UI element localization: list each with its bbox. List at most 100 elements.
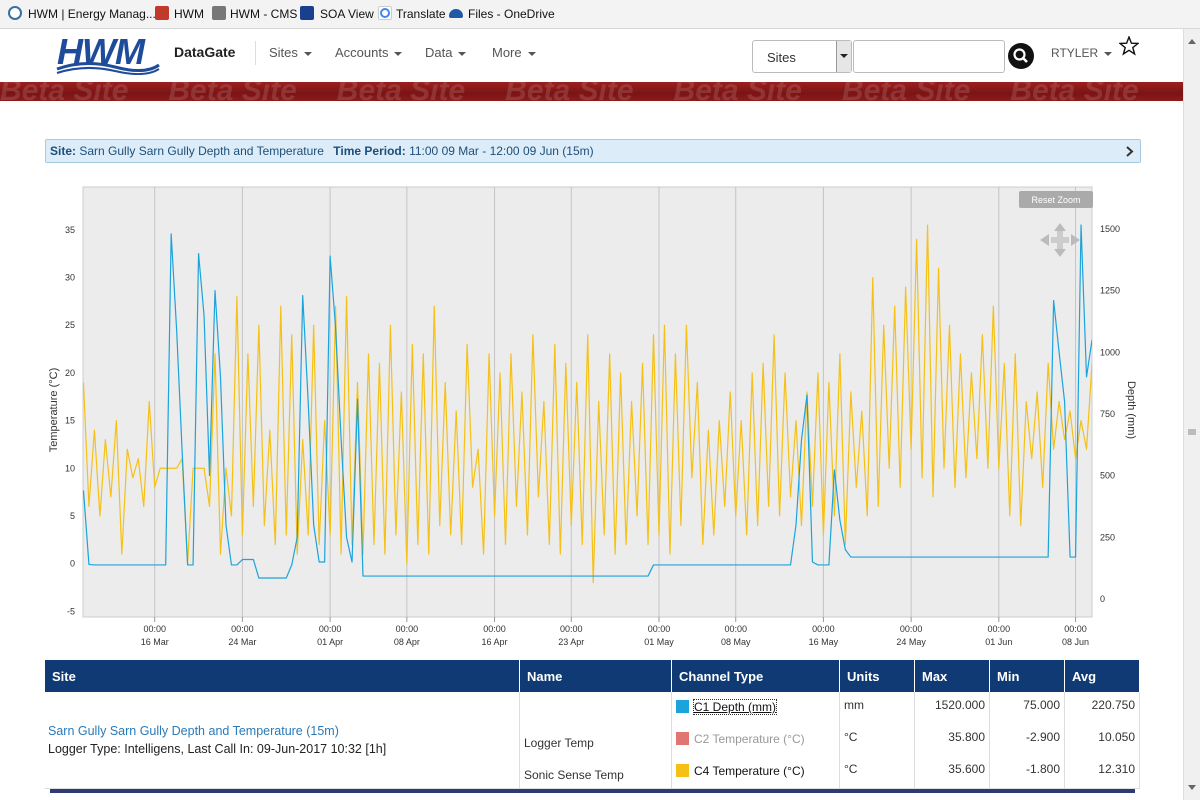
channel-label[interactable]: C1 Depth (mm) [692,699,778,715]
fav-icon [300,6,314,20]
name-cell: Sonic Sense Temp [519,756,672,789]
x-tick-label: 08 Apr [394,637,420,647]
x-tick-label: 08 Jun [1062,637,1089,647]
banner-watermark: Beta Site [841,82,971,101]
scroll-up[interactable] [1187,37,1197,45]
y-tick-label: 5 [70,511,75,521]
table-row: Sarn Gully Sarn Gully Depth and Temperat… [45,692,1140,789]
y2-tick-label: 1000 [1100,347,1120,357]
avg-cell: 12.310 [1064,756,1140,789]
column-header: Avg [1064,660,1140,692]
channel-cell[interactable]: C4 Temperature (°C) [671,756,840,789]
fav-icon [155,6,169,20]
favorite-link[interactable]: Files - OneDrive [468,7,555,21]
avg-cell: 220.750 [1064,692,1140,724]
info-bar[interactable]: Site: Sarn Gully Sarn Gully Depth and Te… [45,139,1141,163]
y-tick-label: 25 [65,320,75,330]
scrollbar[interactable] [1183,29,1200,800]
chart: 00:00 16 Mar 00:00 24 Mar 00:00 01 Apr 00:00 08… [48,186,1137,647]
channel-label[interactable]: C4 Temperature (°C) [694,764,805,778]
y2-axis-title: Depth (mm) [1125,381,1137,439]
banner-watermark: Beta Site [673,82,802,101]
site-details: Logger Type: Intelligens, Last Call In: … [48,742,387,756]
x-tick-label: 00:00 [231,624,254,634]
pan-arrow [1054,223,1066,231]
channel-cell[interactable]: C1 Depth (mm) [671,692,840,724]
user-name: RTYLER [1051,46,1099,60]
y-tick-label: -5 [67,606,75,616]
menu-label: More [492,45,522,60]
menu-item[interactable]: Data [425,45,467,60]
site-link[interactable]: Sarn Gully Sarn Gully Depth and Temperat… [48,724,339,738]
favorite-link[interactable]: HWM [174,7,204,21]
banner-watermark: Beta Site [1010,82,1139,101]
menu-item[interactable]: Accounts [335,45,403,60]
y-tick-label: 15 [65,416,75,426]
x-tick-label: 16 Mar [141,637,169,647]
y-tick-label: 20 [65,368,75,378]
x-tick-label: 01 May [644,637,674,647]
menu-item[interactable]: More [492,45,536,60]
user-menu[interactable]: RTYLER [1051,46,1113,60]
favorite-star[interactable] [1119,36,1139,56]
channel-swatch [676,732,689,745]
channel-cell[interactable]: C2 Temperature (°C) [671,724,840,756]
table-row: Logger Temp C2 Temperature (°C) °C 35.800 -2… [45,724,1140,756]
data-line [83,224,1092,584]
channel-label[interactable]: C2 Temperature (°C) [694,732,805,746]
x-tick-label: 00:00 [319,624,342,634]
search-input[interactable] [853,40,1005,73]
banner-watermark: Beta Site [505,82,634,101]
column-header: Min [989,660,1065,692]
table-header: Site Name Channel Type Units Max Min Avg [45,660,1140,692]
favorites-bar: HWM | Energy Manag... HWM HWM - CMS SOA … [0,0,1200,29]
logo-waves [56,62,160,75]
favorite-link[interactable]: HWM - CMS [230,7,298,21]
favorite-link[interactable]: HWM | Energy Manag... [28,7,156,21]
reset-zoom-button[interactable]: Reset Zoom [1019,191,1093,208]
fav-icon [212,6,226,20]
x-tick-label: 01 Jun [985,637,1012,647]
select-value: Sites [767,50,796,65]
product-name[interactable]: DataGate [174,44,236,60]
column-header: Units [839,660,915,692]
y2-tick-label: 750 [1100,409,1115,419]
fav-icon [8,6,22,20]
period-value: 11:00 09 Mar - 12:00 09 Jun (15m) [409,144,594,158]
y-tick-label: 0 [70,559,75,569]
menu-item[interactable]: Sites [269,45,312,60]
banner-watermark: Beta Site [0,82,129,101]
x-tick-label: 00:00 [648,624,671,634]
favorite-link[interactable]: Translate [396,7,446,21]
x-tick-label: 24 May [896,637,926,647]
menu-label: Accounts [335,45,389,60]
site-cell: Sarn Gully Sarn Gully Depth and Temperat… [45,692,520,789]
beta-banner: Beta Site Beta Site Beta Site Beta Site Beta… [0,82,1183,101]
button-bg [1019,191,1093,208]
favorite-link[interactable]: SOA View [320,7,374,21]
footer-rule [50,789,1135,793]
min-cell: -1.800 [989,756,1065,789]
max-cell: 1520.000 [914,692,990,724]
banner-watermark: Beta Site [168,82,297,101]
column-header: Site [45,660,520,692]
x-tick-label: 08 May [721,637,751,647]
x-tick-label: 00:00 [988,624,1011,634]
y2-tick-label: 1250 [1100,286,1120,296]
scroll-down[interactable] [1187,784,1197,792]
select-arrow [836,41,851,72]
pan-control[interactable] [1040,223,1080,257]
channel-swatch [676,764,689,777]
x-tick-label: 00:00 [560,624,583,634]
min-cell: -2.900 [989,724,1065,756]
column-header: Channel Type [671,660,840,692]
pan-center [1057,231,1063,249]
max-cell: 35.800 [914,724,990,756]
x-tick-label: 16 Apr [482,637,508,647]
fav-icon [449,9,463,18]
search-select[interactable]: Sites [752,40,852,73]
pan-arrow [1071,234,1080,246]
search-button[interactable] [1007,42,1035,70]
site-label: Site: [50,144,77,158]
